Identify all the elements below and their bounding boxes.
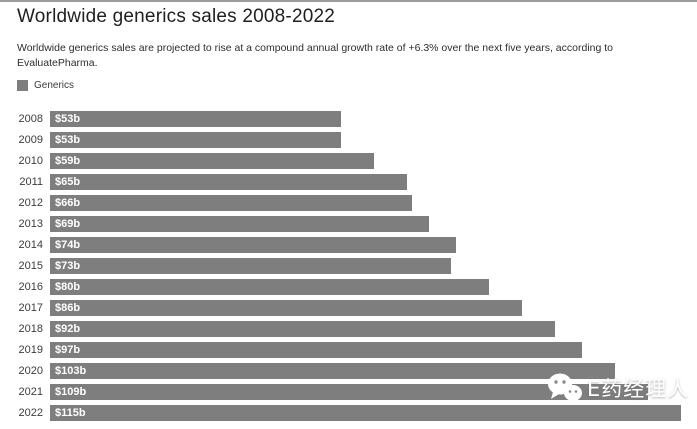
generics-bar: $53b [50, 111, 341, 127]
legend: Generics [17, 79, 697, 91]
generics-bar: $92b [50, 321, 555, 337]
year-label: 2020 [18, 365, 43, 377]
year-label: 2021 [18, 386, 43, 398]
generics-bar: $97b [50, 342, 583, 358]
year-label: 2019 [18, 344, 43, 356]
generics-bar: $74b [50, 237, 457, 253]
bar-value-label: $66b [55, 197, 81, 209]
bar-row: 2012 $66b [0, 195, 697, 211]
bar-row: 2021 $109b [0, 384, 697, 400]
top-border [0, 0, 697, 2]
bar-value-label: $115b [55, 407, 86, 419]
bar-chart: 2008 $53b 2009 $53b 2010 $59b 2011 $65b 2012 $66b… [0, 111, 697, 421]
bar-value-label: $69b [55, 218, 81, 230]
bar-row: 2015 $73b [0, 258, 697, 274]
legend-swatch-generics [17, 79, 28, 91]
year-label: 2018 [18, 323, 43, 335]
year-label: 2022 [18, 407, 43, 419]
year-label: 2008 [18, 113, 43, 125]
year-label: 2011 [19, 176, 43, 188]
bar-row: 2009 $53b [0, 132, 697, 148]
bar-row: 2020 $103b [0, 363, 697, 379]
legend-label: Generics [34, 79, 75, 91]
bar-row: 2008 $53b [0, 111, 697, 127]
bar-value-label: $103b [55, 365, 87, 377]
year-label: 2017 [18, 302, 43, 314]
bar-value-label: $97b [55, 344, 81, 356]
year-label: 2014 [18, 239, 43, 251]
bar-value-label: $59b [55, 155, 81, 167]
bar-value-label: $53b [55, 113, 81, 125]
bar-row: 2010 $59b [0, 153, 697, 169]
chart-subtitle: Worldwide generics sales are projected t… [17, 42, 614, 69]
bar-row: 2018 $92b [0, 321, 697, 337]
bar-row: 2022 $115b [0, 405, 697, 421]
generics-bar: $65b [50, 174, 407, 190]
generics-bar: $59b [50, 153, 374, 169]
year-label: 2016 [18, 281, 43, 293]
bar-row: 2016 $80b [0, 279, 697, 295]
generics-bar: $80b [50, 279, 489, 295]
bar-value-label: $74b [55, 239, 81, 251]
year-label: 2013 [18, 218, 43, 230]
bar-row: 2013 $69b [0, 216, 697, 232]
chart-header: Worldwide generics sales 2008-2022 World… [0, 0, 697, 91]
bar-value-label: $86b [55, 302, 81, 314]
bar-row: 2017 $86b [0, 300, 697, 316]
generics-bar: $66b [50, 195, 413, 211]
bar-value-label: $80b [55, 281, 81, 293]
generics-bar: $53b [50, 132, 341, 148]
chart-title: Worldwide generics sales 2008-2022 [17, 6, 336, 27]
generics-bar: $103b [50, 363, 616, 379]
year-label: 2015 [18, 260, 43, 272]
bar-row: 2014 $74b [0, 237, 697, 253]
year-label: 2010 [18, 155, 43, 167]
generics-bar: $115b [50, 405, 681, 421]
year-label: 2009 [18, 134, 43, 146]
year-label: 2012 [18, 197, 43, 209]
bar-value-label: $53b [55, 134, 81, 146]
generics-bar: $73b [50, 258, 451, 274]
bar-row: 2019 $97b [0, 342, 697, 358]
bar-value-label: $92b [55, 323, 81, 335]
generics-bar: $109b [50, 384, 649, 400]
generics-bar: $69b [50, 216, 429, 232]
bar-value-label: $65b [55, 176, 81, 188]
generics-bar: $86b [50, 300, 522, 316]
bar-value-label: $109b [55, 386, 87, 398]
bar-value-label: $73b [55, 260, 81, 272]
bar-row: 2011 $65b [0, 174, 697, 190]
